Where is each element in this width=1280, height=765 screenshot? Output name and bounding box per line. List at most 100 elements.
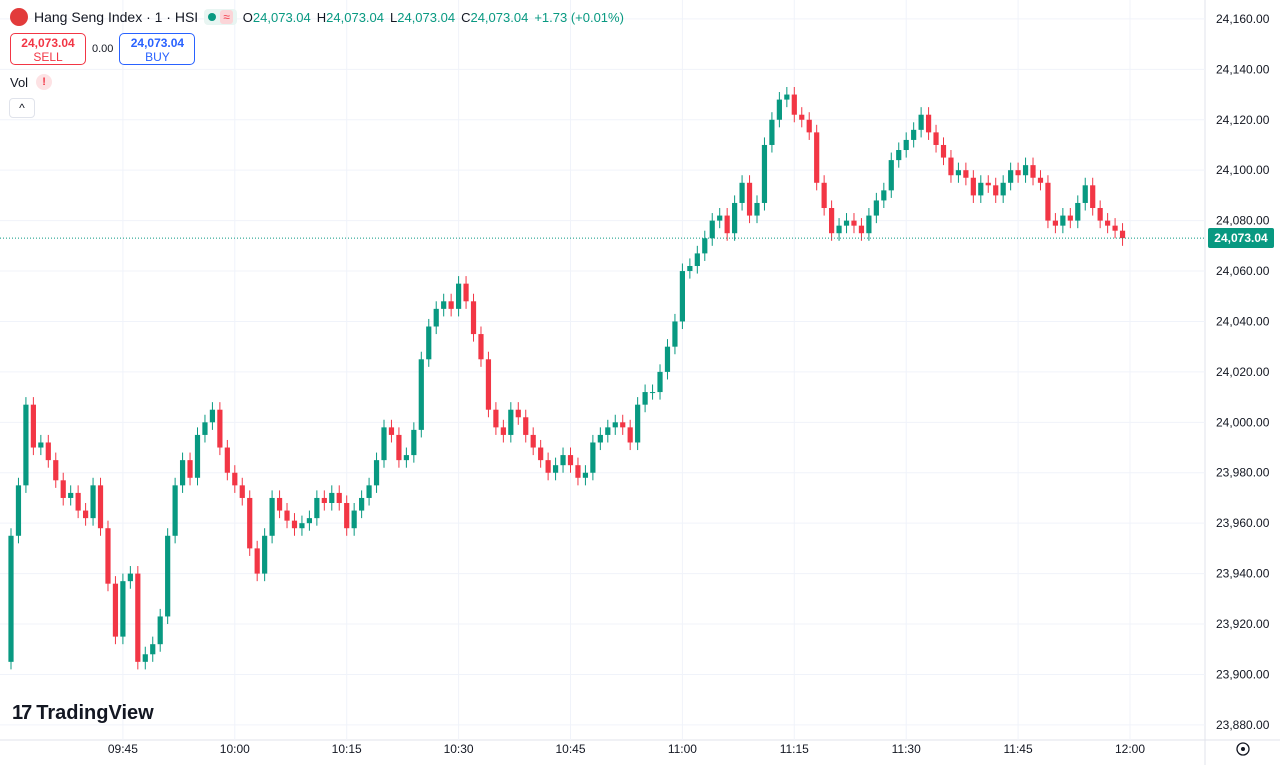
brand-name: TradingView xyxy=(36,702,154,724)
candle-body xyxy=(45,442,51,461)
candle-body xyxy=(739,182,745,203)
sell-button[interactable]: 24,073.04 SELL xyxy=(10,33,86,65)
candle-body xyxy=(276,497,283,511)
candle-body xyxy=(150,644,156,655)
candle-body xyxy=(911,129,917,140)
candle-body xyxy=(433,308,439,327)
candle-body xyxy=(239,485,245,498)
candle-body xyxy=(784,94,790,100)
ohlc-readout: O24,073.04 H24,073.04 L24,073.04 C24,073… xyxy=(243,10,624,25)
candle-body xyxy=(694,253,700,266)
candle-body xyxy=(351,510,357,529)
x-tick-label: 10:45 xyxy=(555,742,585,756)
candle-body xyxy=(500,427,506,435)
candle-body xyxy=(1105,220,1111,226)
candle-body xyxy=(687,265,693,272)
delay-icon: ≈ xyxy=(220,10,233,24)
candle-body xyxy=(336,492,342,503)
x-tick-label: 10:30 xyxy=(444,742,474,756)
candle-body xyxy=(366,485,372,498)
candle-body xyxy=(933,132,939,145)
candle-body xyxy=(799,114,805,120)
candle-body xyxy=(582,472,589,478)
candle-body xyxy=(314,497,320,519)
candle-body xyxy=(597,434,603,443)
candle-body xyxy=(717,215,723,221)
candle-body xyxy=(388,427,395,435)
sell-label: SELL xyxy=(33,50,63,64)
candle-body xyxy=(873,200,879,216)
candle-body xyxy=(120,581,126,637)
candle-body xyxy=(269,497,275,536)
candle-body xyxy=(649,392,656,394)
x-tick-label: 12:00 xyxy=(1115,742,1145,756)
settings-icon-dot xyxy=(1241,747,1245,751)
candle-body xyxy=(1090,185,1096,209)
candle-body xyxy=(38,442,44,448)
last-price-label: 24,073.04 xyxy=(1208,228,1274,249)
candle-body xyxy=(411,429,417,456)
candle-body xyxy=(560,455,566,466)
candle-body xyxy=(635,404,641,443)
warning-icon: ! xyxy=(36,74,53,90)
candle-body xyxy=(538,447,544,461)
candle-body xyxy=(493,409,499,428)
symbol-logo xyxy=(10,8,28,26)
y-tick-label: 24,040.00 xyxy=(1216,314,1270,328)
candle-body xyxy=(575,465,581,478)
candle-body xyxy=(1030,165,1036,178)
candle-body xyxy=(60,480,66,498)
candle-body xyxy=(627,427,633,443)
candle-body xyxy=(530,434,536,448)
collapse-button[interactable]: ^ xyxy=(9,98,35,118)
y-tick-label: 23,880.00 xyxy=(1216,718,1270,732)
y-tick-label: 23,920.00 xyxy=(1216,617,1270,631)
candle-body xyxy=(53,460,59,481)
buy-price: 24,073.04 xyxy=(130,36,185,50)
candle-body xyxy=(746,182,753,216)
candle-body xyxy=(262,535,268,574)
candle-body xyxy=(590,442,596,473)
spread: 0.00 xyxy=(92,43,114,55)
candle-body xyxy=(963,170,969,178)
y-tick-label: 23,960.00 xyxy=(1216,516,1270,530)
y-tick-label: 24,160.00 xyxy=(1216,12,1270,26)
settings-icon[interactable] xyxy=(1236,742,1250,756)
candle-body xyxy=(97,485,104,529)
candle-body xyxy=(344,502,350,529)
candle-body xyxy=(291,520,298,529)
candle-body xyxy=(851,220,857,226)
candle-body xyxy=(791,94,797,115)
ohlc-value: 24,073.04 xyxy=(470,9,529,25)
candle-body xyxy=(30,404,36,448)
x-tick-label: 11:45 xyxy=(1004,742,1033,756)
candle-body xyxy=(732,202,738,234)
candle-body xyxy=(866,215,872,234)
candle-body xyxy=(127,573,133,582)
candle-body xyxy=(299,523,305,529)
ohlc-open: O24,073.04 xyxy=(243,10,311,25)
candle-body xyxy=(224,447,230,473)
volume-indicator[interactable]: Vol! xyxy=(10,74,53,90)
candle-body xyxy=(1037,177,1044,183)
ohlc-value: 24,073.04 xyxy=(252,9,311,25)
candle-body xyxy=(814,132,820,183)
buy-button[interactable]: 24,073.04 BUY xyxy=(119,33,196,65)
ohlc-value: 24,073.04 xyxy=(326,9,384,25)
y-tick-label: 24,100.00 xyxy=(1216,163,1270,177)
candle-body xyxy=(754,202,760,216)
market-status[interactable]: ≈ xyxy=(204,9,237,25)
candle-body xyxy=(179,460,186,486)
ohlc-label: H xyxy=(316,9,327,25)
candle-body xyxy=(426,326,432,360)
y-tick-label: 24,020.00 xyxy=(1216,365,1270,379)
candle-body xyxy=(925,114,932,133)
candle-body xyxy=(165,535,171,617)
ohlc-high: H24,073.04 xyxy=(317,10,384,25)
y-tick-label: 24,000.00 xyxy=(1216,415,1270,429)
candle-body xyxy=(90,485,96,519)
candle-body xyxy=(75,492,81,511)
symbol-name[interactable]: Hang Seng Index · 1 · HSI xyxy=(34,9,199,25)
y-tick-label: 24,080.00 xyxy=(1216,214,1270,228)
